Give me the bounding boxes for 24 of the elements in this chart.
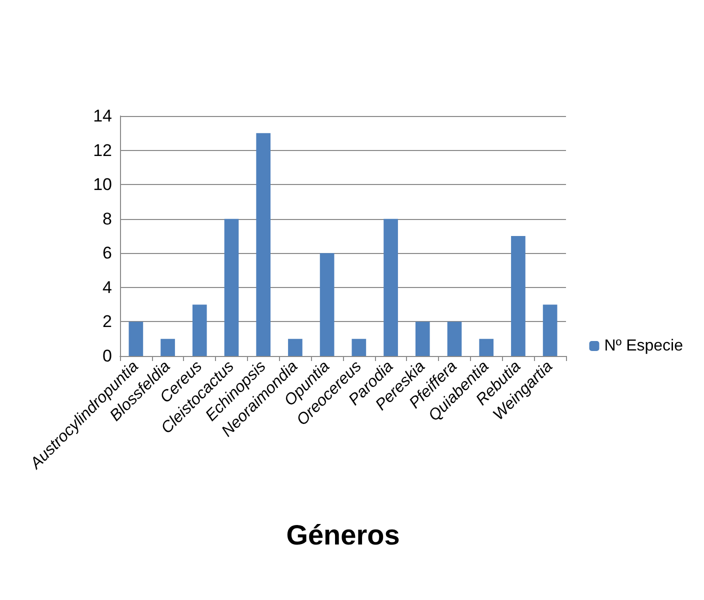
bar [160, 338, 175, 356]
bar [288, 338, 302, 356]
bar [352, 338, 366, 356]
y-tick-label: 4 [102, 278, 112, 297]
legend-label: Nº Especie [604, 338, 684, 354]
bar [542, 304, 558, 356]
bar [511, 236, 526, 356]
bar [320, 253, 334, 356]
y-tick-label: 2 [102, 312, 112, 332]
y-tick-label: 0 [102, 346, 112, 366]
y-tick-label: 12 [93, 140, 112, 160]
bar [415, 322, 430, 356]
bar [384, 218, 398, 356]
bar [447, 322, 462, 356]
bar [256, 133, 271, 356]
y-tick-label: 10 [93, 175, 112, 194]
y-tick-label: 14 [93, 106, 112, 126]
bar [192, 304, 207, 356]
bar [128, 322, 144, 356]
bar [479, 338, 494, 356]
y-tick-label: 8 [102, 209, 112, 228]
bar [224, 218, 239, 356]
x-axis-title: Géneros [286, 520, 400, 550]
y-tick-label: 6 [102, 244, 112, 263]
